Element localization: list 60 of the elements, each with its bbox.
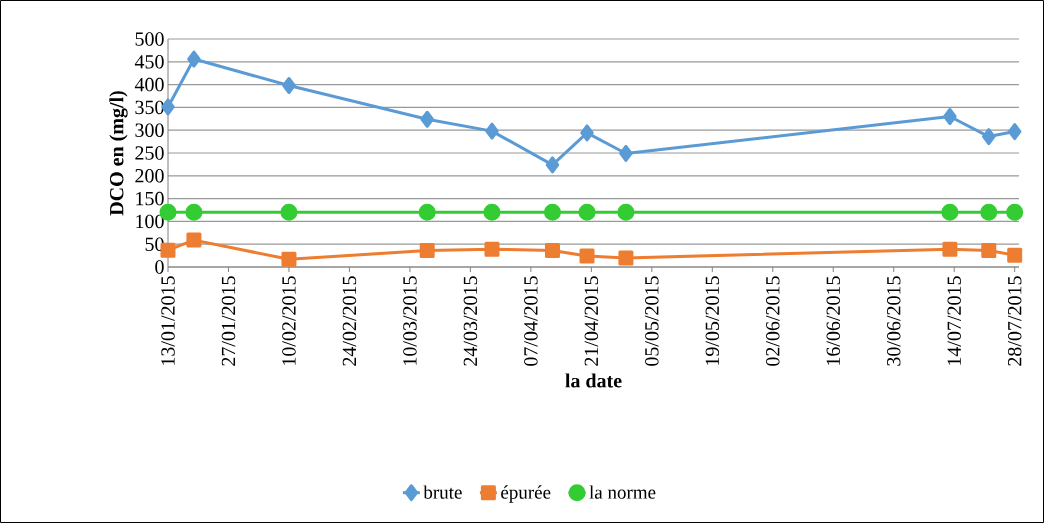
point — [186, 232, 202, 248]
point — [579, 248, 595, 264]
y-tick-label: 0 — [155, 260, 164, 274]
point — [418, 203, 436, 221]
point — [942, 241, 958, 257]
point — [981, 243, 997, 259]
x-tick-label: 13/01/2015 — [161, 276, 175, 365]
point — [619, 144, 633, 162]
x-tick-label: 07/04/2015 — [524, 276, 538, 366]
x-tick-label: 19/05/2015 — [705, 276, 720, 365]
point — [419, 243, 435, 259]
y-axis-title: DCO en (mg/l) — [109, 91, 128, 216]
point — [420, 110, 434, 128]
point — [187, 50, 201, 68]
point — [941, 203, 959, 221]
point — [1007, 247, 1023, 263]
y-tick-label: 100 — [136, 214, 164, 229]
point — [980, 203, 998, 221]
y-tick-label: 450 — [134, 55, 164, 69]
point — [185, 203, 203, 221]
x-tick-label: 02/06/2015 — [766, 276, 780, 366]
y-tick-label: 400 — [134, 77, 164, 92]
x-tick-label: 05/05/2015 — [645, 276, 659, 366]
x-tick-label: 10/02/2015 — [282, 276, 296, 365]
point — [543, 203, 561, 221]
point — [1006, 203, 1024, 221]
point — [580, 124, 594, 142]
point — [545, 156, 560, 174]
point — [483, 203, 501, 221]
x-tick-label: 27/01/2015 — [221, 276, 236, 366]
x-tick-label: 24/03/2015 — [463, 276, 478, 366]
point — [280, 203, 298, 221]
point — [544, 243, 560, 259]
legend-label: la norme — [589, 485, 656, 499]
y-tick-label: 350 — [135, 100, 164, 115]
point — [281, 251, 297, 267]
x-tick-label: 30/06/2015 — [886, 276, 901, 366]
x-tick-label: 28/07/2015 — [1007, 276, 1022, 366]
y-tick-label: 250 — [135, 146, 164, 160]
point — [578, 203, 596, 221]
y-tick-label: 300 — [135, 123, 164, 137]
x-tick-label: 10/03/2015 — [403, 276, 417, 365]
point — [485, 122, 499, 140]
point — [943, 108, 957, 126]
point — [617, 203, 635, 221]
point — [982, 128, 996, 146]
point — [484, 241, 500, 257]
point — [282, 77, 296, 95]
x-tick-label: 21/04/2015 — [584, 276, 599, 366]
point — [618, 250, 634, 266]
point — [1007, 123, 1022, 141]
x-tick-label: 24/02/2015 — [342, 276, 357, 366]
y-tick-label: 200 — [135, 169, 164, 183]
x-axis-title: la date — [565, 373, 622, 388]
legend-label: brute — [423, 485, 462, 499]
y-tick-label: 500 — [135, 32, 164, 46]
x-tick-label: 14/07/2015 — [947, 276, 961, 365]
y-tick-label: 150 — [136, 191, 164, 206]
x-tick-label: 16/06/2015 — [826, 276, 841, 365]
legend-label: épurée — [501, 485, 551, 503]
